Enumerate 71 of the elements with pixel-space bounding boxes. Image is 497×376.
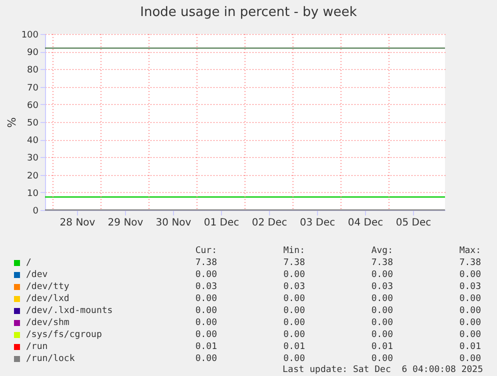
text: 0.00: [458, 293, 481, 305]
x-tick-label: 05 Dec: [396, 218, 432, 228]
y-tick-label: 100: [21, 30, 39, 40]
y-tick-label: 90: [27, 48, 39, 58]
x-tick-label: 03 Dec: [300, 218, 336, 228]
text: 0.00: [194, 317, 217, 329]
text: 0.00: [194, 353, 217, 365]
text: 0.00: [458, 353, 481, 365]
text: 7.38: [194, 257, 217, 269]
chart-title: Inode usage in percent - by week: [139, 4, 358, 22]
text: 0.00: [370, 293, 393, 305]
text: Min:: [282, 245, 305, 257]
text: 7.38: [458, 257, 481, 269]
text: Cur:: [194, 245, 217, 257]
y-tick-label: 0: [32, 206, 39, 216]
legend-label: /: [26, 257, 32, 269]
text: Max:: [458, 245, 481, 257]
text: 0.00: [458, 269, 481, 281]
text: 0.00: [458, 305, 481, 317]
legend-label: /dev/tty: [26, 281, 70, 293]
x-tick-label: 02 Dec: [252, 218, 288, 228]
text: 0.03: [370, 281, 393, 293]
y-tick-label: 20: [27, 171, 39, 182]
text: 0.00: [194, 305, 217, 317]
text: 0.00: [282, 269, 305, 281]
y-tick-label: 80: [27, 66, 39, 76]
legend-label: /dev/shm: [26, 317, 70, 329]
text: 0.03: [194, 281, 217, 293]
legend-label: /sys/fs/cgroup: [26, 329, 103, 341]
x-tick-label: 28 Nov: [60, 218, 96, 228]
text: 0.00: [282, 317, 305, 329]
x-tick-label: 30 Nov: [156, 218, 192, 228]
text: 0.00: [370, 329, 393, 341]
text: 0.00: [370, 317, 393, 329]
legend-label: /dev/lxd: [26, 293, 70, 305]
text: 0.00: [282, 329, 305, 341]
text: Last update: Sat Dec 6 04:00:08 2025: [282, 365, 483, 375]
text: 0.00: [282, 293, 305, 305]
text: 0.00: [194, 269, 217, 281]
text: 7.38: [282, 257, 305, 269]
y-tick-label: 40: [27, 136, 39, 146]
x-tick-label: 29 Nov: [108, 218, 144, 228]
y-axis-title: %: [5, 117, 18, 128]
legend-label: /run/lock: [26, 353, 76, 365]
text: 0.01: [370, 341, 393, 353]
text: 0.00: [194, 329, 217, 341]
text: 0.00: [370, 269, 393, 281]
legend-label: /dev: [26, 269, 49, 281]
text: 0.00: [458, 329, 481, 341]
text: 0.00: [282, 305, 305, 317]
y-tick-label: 10: [27, 188, 39, 199]
text: 0.00: [194, 293, 217, 305]
text: 0.03: [282, 281, 305, 293]
text: 0.00: [458, 317, 481, 329]
legend-label: /run: [26, 341, 49, 353]
text: 0.01: [194, 341, 217, 353]
text: 0.00: [282, 353, 305, 365]
text: Avg:: [370, 245, 393, 257]
text: 0.00: [370, 353, 393, 365]
y-tick-label: 60: [27, 100, 39, 111]
y-tick-label: 30: [27, 154, 39, 164]
text: 0.01: [282, 341, 305, 353]
text: 7.38: [370, 257, 393, 269]
text: 0.03: [458, 281, 481, 293]
legend-label: /dev/.lxd-mounts: [26, 305, 114, 317]
x-tick-label: 04 Dec: [348, 218, 384, 228]
text: 0.00: [370, 305, 393, 317]
y-tick-label: 50: [27, 118, 39, 128]
text: 0.01: [458, 341, 481, 353]
x-tick-label: 01 Dec: [204, 218, 240, 228]
y-tick-label: 70: [27, 83, 39, 94]
